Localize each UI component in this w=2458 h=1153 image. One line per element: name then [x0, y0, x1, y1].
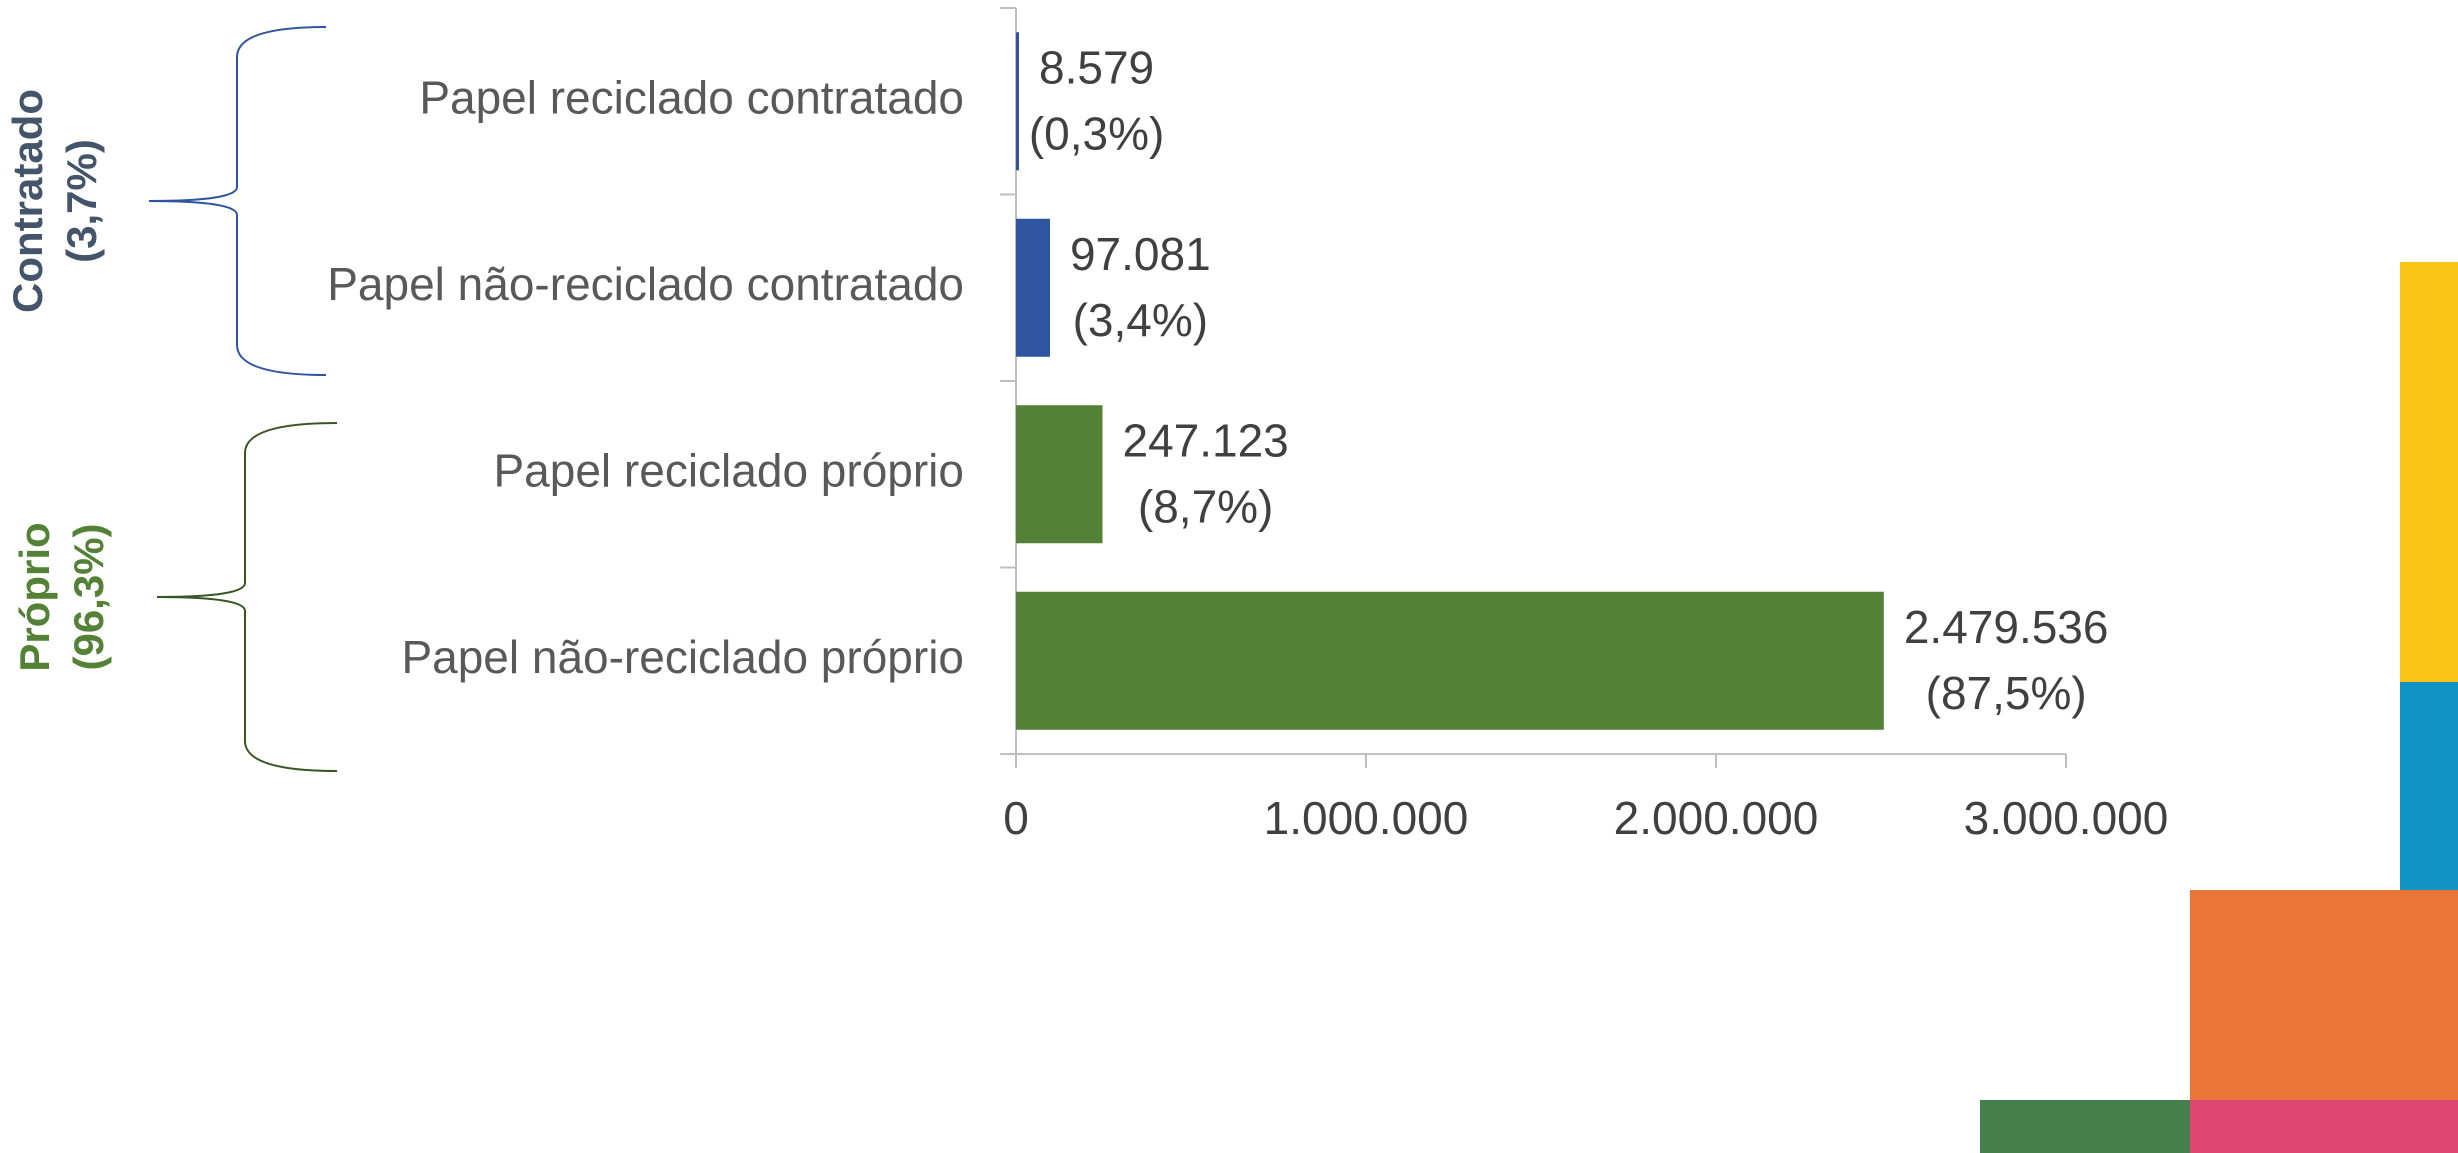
category-label: Papel reciclado próprio — [494, 444, 965, 496]
decor-block — [1980, 1100, 2190, 1153]
share-label: (87,5%) — [1926, 667, 2087, 719]
bar — [1016, 405, 1103, 544]
value-label: 2.479.536 — [1904, 601, 2109, 653]
share-label: (8,7%) — [1138, 480, 1273, 532]
group-share: (3,7%) — [58, 139, 105, 263]
value-label: 8.579 — [1039, 41, 1154, 93]
group-label: Contratado (3,7%) — [4, 89, 105, 313]
x-tick-label: 2.000.000 — [1614, 792, 1819, 844]
decor-block — [2190, 890, 2458, 1100]
decor-block — [2400, 262, 2458, 682]
group-name: Próprio — [11, 522, 58, 671]
bar — [1016, 218, 1050, 357]
group-share: (96,3%) — [65, 523, 112, 670]
x-tick-label: 0 — [1003, 792, 1029, 844]
group-name: Contratado — [4, 89, 51, 313]
bar — [1016, 32, 1020, 171]
share-label: (3,4%) — [1073, 294, 1208, 346]
group-brace — [156, 422, 338, 772]
value-label: 247.123 — [1122, 414, 1288, 466]
value-label: 97.081 — [1070, 228, 1211, 280]
category-label: Papel não-reciclado contratado — [327, 258, 964, 310]
x-tick-label: 1.000.000 — [1264, 792, 1469, 844]
group-label: Próprio (96,3%) — [11, 522, 112, 671]
decor-block — [2400, 682, 2458, 890]
category-label: Papel não-reciclado próprio — [401, 631, 964, 683]
group-brace — [148, 26, 327, 376]
share-label: (0,3%) — [1029, 107, 1164, 159]
bar — [1016, 591, 1884, 730]
decor-block — [2190, 1100, 2458, 1153]
x-tick-label: 3.000.000 — [1964, 792, 2169, 844]
category-label: Papel reciclado contratado — [419, 71, 964, 123]
